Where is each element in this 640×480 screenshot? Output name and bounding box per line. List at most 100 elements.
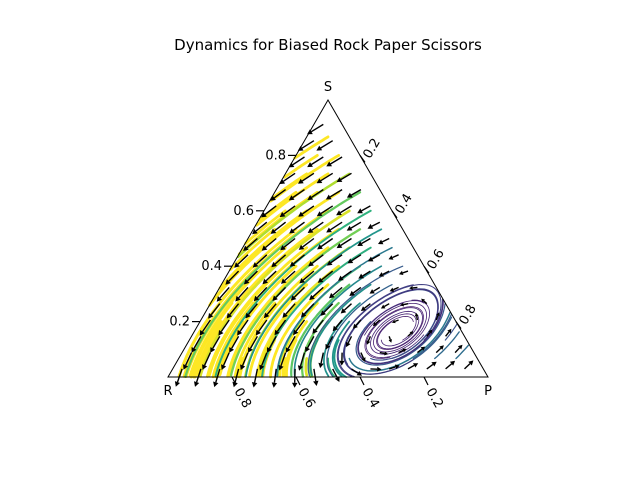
streamline-58 xyxy=(301,301,340,378)
bottom-tick-3 xyxy=(231,376,237,386)
quiver-arrow-98 xyxy=(367,254,381,262)
quiver-arrow-119 xyxy=(400,302,409,307)
quiver-arrow-97 xyxy=(358,270,371,279)
quiver-arrow-94 xyxy=(332,319,343,332)
left-tick-label-2: 0.6 xyxy=(233,204,254,219)
quiver-arrow-101 xyxy=(339,352,345,366)
quiver-arrow-88 xyxy=(347,254,362,264)
streamline-83 xyxy=(364,306,424,359)
quiver-arrow-90 xyxy=(367,221,381,229)
quiver-arrow-91 xyxy=(313,368,319,386)
quiver-arrow-86 xyxy=(329,286,343,299)
quiver-arrow-74 xyxy=(300,303,315,318)
quiver-arrow-24 xyxy=(261,237,277,251)
quiver-arrow-65 xyxy=(308,254,324,267)
quiver-arrow-116 xyxy=(379,351,389,356)
streamline-19 xyxy=(188,246,287,378)
streamline-63 xyxy=(326,357,336,378)
quiver-arrow-127 xyxy=(416,346,426,354)
quiver-arrow-39 xyxy=(280,237,296,251)
quiver-arrow-25 xyxy=(270,221,287,234)
quiver-arrow-53 xyxy=(298,237,315,250)
quiver-arrow-111 xyxy=(372,319,381,327)
quiver-arrow-120 xyxy=(409,285,418,290)
quiver-arrow-124 xyxy=(414,312,419,321)
streamline-32 xyxy=(196,227,319,377)
streamline-61 xyxy=(261,246,372,378)
bottom-tick-label-3: 0.8 xyxy=(231,386,254,411)
quiver-arrow-29 xyxy=(307,156,324,168)
streamline-30 xyxy=(218,264,298,377)
quiver-arrow-75 xyxy=(309,286,324,301)
chart-title: Dynamics for Biased Rock Paper Scissors xyxy=(174,36,482,54)
quiver-arrow-105 xyxy=(369,286,381,294)
quiver-arrow-114 xyxy=(398,270,409,275)
quiver-arrow-57 xyxy=(336,172,352,182)
quiver-arrow-89 xyxy=(357,237,371,246)
streamline-57 xyxy=(307,320,330,378)
bottom-tick-2 xyxy=(295,376,301,386)
right-tick-label-0: 0.2 xyxy=(360,136,383,161)
quiver-arrow-66 xyxy=(317,237,334,250)
quiver-arrow-133 xyxy=(445,360,456,370)
quiver-arrow-55 xyxy=(316,205,334,217)
streamline-75 xyxy=(307,265,404,377)
quiver-arrow-113 xyxy=(389,286,399,292)
quiver-arrow-6 xyxy=(225,270,240,285)
quiver-arrow-100 xyxy=(332,368,340,382)
streamline-82 xyxy=(364,302,428,353)
quiver-arrow-31 xyxy=(213,368,221,388)
streamline-67 xyxy=(309,283,372,377)
streamline-66 xyxy=(323,302,361,377)
quiver-arrow-79 xyxy=(346,221,362,231)
streamlines xyxy=(177,135,470,379)
quiver-arrow-32 xyxy=(221,352,230,370)
quiver-arrow-63 xyxy=(290,286,305,301)
quiver-arrow-19 xyxy=(218,319,230,336)
quiver-arrow-47 xyxy=(248,335,259,353)
quiver-arrow-117 xyxy=(388,336,392,343)
quiver-arrow-54 xyxy=(307,221,324,233)
bottom-tick-1 xyxy=(359,376,365,386)
quiver-arrow-95 xyxy=(340,303,352,314)
quiver-arrow-30 xyxy=(316,140,334,151)
quiver-arrow-83 xyxy=(305,335,315,353)
quiver-arrow-17 xyxy=(202,352,212,370)
quiver-arrow-9 xyxy=(252,221,268,235)
right-tick-label-1: 0.4 xyxy=(392,191,415,216)
quiver-arrow-104 xyxy=(360,303,371,311)
quiver-arrow-40 xyxy=(289,221,305,234)
quiver-arrow-72 xyxy=(285,335,296,353)
right-tick-0 xyxy=(359,155,366,163)
streamline-86 xyxy=(337,283,442,378)
quiver-arrow-59 xyxy=(259,352,268,371)
streamline-74 xyxy=(326,284,393,377)
streamline-48 xyxy=(283,320,309,378)
quiver-arrow-130 xyxy=(426,361,437,370)
quiver-arrow-115 xyxy=(370,366,382,372)
quiver-arrow-67 xyxy=(326,221,343,233)
quiver-arrow-46 xyxy=(240,352,249,371)
quiver-arrow-69 xyxy=(346,188,362,198)
quiver-arrow-78 xyxy=(336,237,352,249)
streamline-90 xyxy=(455,344,470,360)
simplex-boundary xyxy=(167,99,489,378)
quiver-arrow-56 xyxy=(325,189,343,200)
quiver-arrow-81 xyxy=(292,368,298,388)
quiver-arrow-21 xyxy=(235,286,249,302)
quiver-arrow-23 xyxy=(252,254,268,268)
quiver-arrow-128 xyxy=(426,329,433,337)
quiver-arrow-87 xyxy=(338,270,352,281)
streamline-2 xyxy=(192,320,223,379)
quiver-arrow-11 xyxy=(270,189,287,201)
quiver-arrow-84 xyxy=(312,319,324,334)
streamline-70 xyxy=(348,311,451,372)
quiver-arrow-35 xyxy=(245,303,258,319)
streamline-31 xyxy=(207,246,309,377)
quiver-arrow-103 xyxy=(352,319,362,329)
streamline-21 xyxy=(218,209,309,290)
bottom-tick-label-1: 0.4 xyxy=(359,386,382,411)
quiver-arrow-27 xyxy=(288,189,305,201)
streamline-85 xyxy=(412,313,452,360)
quiver-arrow-61 xyxy=(274,319,287,336)
